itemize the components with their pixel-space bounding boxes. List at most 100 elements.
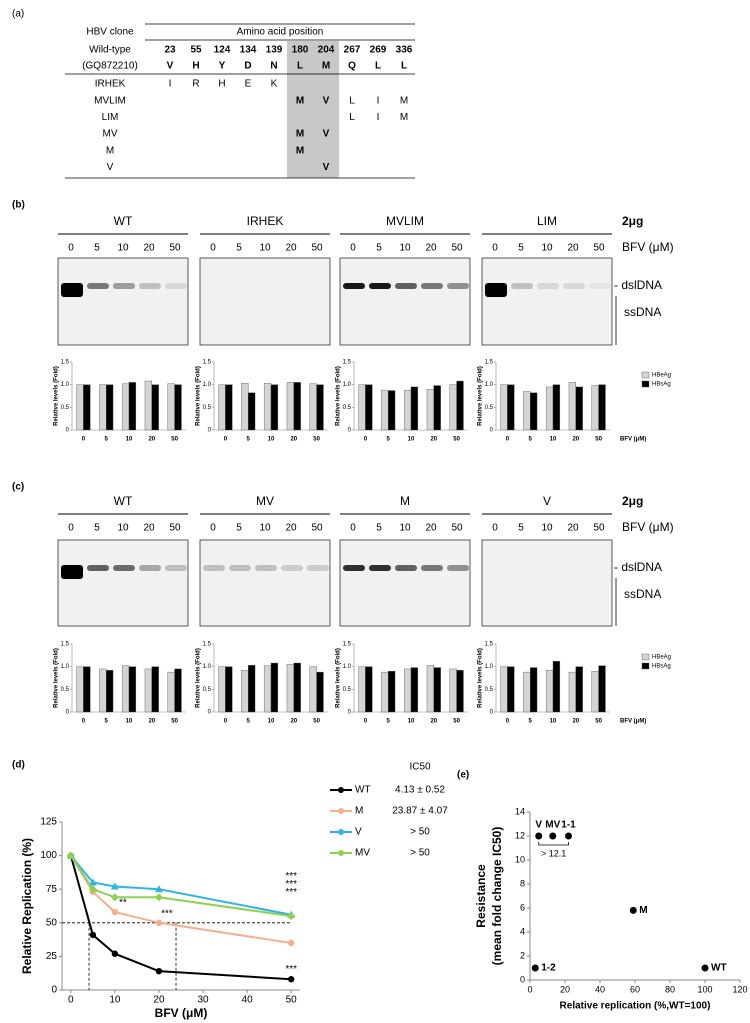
marker bbox=[89, 931, 97, 939]
annotation: > 12.1 bbox=[541, 848, 566, 858]
bar bbox=[76, 666, 84, 713]
bar bbox=[507, 384, 515, 431]
band bbox=[307, 565, 329, 571]
x-tick-label: 5 bbox=[529, 719, 533, 725]
marker bbox=[287, 912, 296, 921]
bar bbox=[174, 668, 182, 713]
y-axis-label: Relative levels (Fold) bbox=[336, 648, 342, 708]
band bbox=[421, 283, 443, 289]
panel-label: (e) bbox=[457, 770, 469, 781]
lane-label: 50 bbox=[593, 243, 605, 254]
position: 124 bbox=[214, 45, 231, 56]
legend-marker bbox=[338, 850, 344, 856]
marker bbox=[155, 967, 163, 975]
cell: E bbox=[245, 79, 252, 90]
bar bbox=[449, 384, 457, 431]
band bbox=[563, 283, 585, 289]
residue: L bbox=[297, 61, 303, 72]
bar bbox=[167, 671, 175, 713]
position: 269 bbox=[370, 45, 387, 56]
y-tick-label: 0 bbox=[51, 985, 57, 996]
band bbox=[203, 565, 225, 571]
row-label: LIM bbox=[102, 112, 119, 123]
blot bbox=[199, 539, 331, 627]
table-header: Amino acid position bbox=[237, 27, 324, 38]
position: 267 bbox=[344, 45, 361, 56]
bar bbox=[530, 392, 538, 431]
bar bbox=[523, 391, 531, 431]
significance: *** bbox=[161, 908, 173, 919]
cell: M bbox=[296, 129, 304, 140]
band bbox=[485, 283, 507, 297]
bar bbox=[151, 666, 159, 713]
lane-label: 5 bbox=[94, 523, 100, 534]
bar bbox=[128, 382, 137, 431]
series-line bbox=[70, 854, 292, 916]
panel-label: (b) bbox=[12, 200, 25, 211]
x-tick-label: 20 bbox=[430, 719, 437, 725]
y-tick-label: 0 bbox=[66, 710, 70, 716]
lane-label: 0 bbox=[492, 523, 498, 534]
clone-label: MV bbox=[256, 494, 274, 508]
y-tick-label: 6 bbox=[520, 902, 525, 912]
bar bbox=[293, 662, 301, 713]
x-tick-label: 0 bbox=[364, 437, 368, 443]
row-label: V bbox=[107, 162, 114, 173]
band bbox=[61, 565, 83, 579]
bar bbox=[121, 383, 130, 431]
clone-label: MVLIM bbox=[386, 214, 424, 228]
cell: V bbox=[323, 162, 330, 173]
bar bbox=[449, 668, 457, 713]
bar bbox=[410, 386, 419, 431]
cell: I bbox=[377, 95, 380, 106]
x-tick-label: 50 bbox=[453, 719, 460, 725]
bar bbox=[403, 389, 412, 431]
y-tick-label: 1.5 bbox=[485, 360, 494, 366]
bar bbox=[545, 386, 554, 431]
y-tick-label: 1.5 bbox=[343, 642, 352, 648]
bar bbox=[358, 666, 366, 713]
y-tick-label: 50 bbox=[46, 917, 58, 928]
position: 134 bbox=[240, 45, 257, 56]
band bbox=[229, 565, 251, 571]
dose-label: 2μg bbox=[622, 214, 643, 228]
y-axis-label: Relative levels (Fold) bbox=[478, 648, 484, 708]
lane-label: 5 bbox=[94, 243, 100, 254]
bar bbox=[433, 385, 441, 431]
y-tick-label: 1.5 bbox=[343, 360, 352, 366]
lane-label: 10 bbox=[399, 523, 411, 534]
row-label: MV bbox=[103, 129, 118, 140]
lane-label: 0 bbox=[210, 523, 216, 534]
bar bbox=[388, 390, 396, 431]
y-tick-label: 25 bbox=[46, 951, 58, 962]
bar bbox=[410, 667, 419, 713]
y-tick-label: 0 bbox=[348, 428, 352, 434]
y-tick-label: 1.0 bbox=[485, 382, 494, 388]
bar bbox=[309, 383, 317, 431]
blot bbox=[57, 257, 189, 346]
significance: *** bbox=[285, 964, 297, 975]
cell: R bbox=[192, 79, 199, 90]
point bbox=[535, 832, 543, 840]
lane-label: 20 bbox=[285, 523, 297, 534]
point-label: MV bbox=[545, 820, 560, 831]
band bbox=[343, 565, 365, 571]
x-tick-label: 20 bbox=[148, 719, 155, 725]
x-tick-label: 20 bbox=[290, 437, 297, 443]
band bbox=[395, 565, 417, 571]
clone-label: M bbox=[400, 494, 410, 508]
y-tick-label: 0.5 bbox=[343, 687, 352, 693]
y-tick-label: 0.5 bbox=[203, 405, 212, 411]
residue: H bbox=[192, 61, 199, 72]
lane-label: 10 bbox=[399, 243, 411, 254]
position: 180 bbox=[292, 45, 309, 56]
x-tick-label: 0 bbox=[82, 437, 86, 443]
x-tick-label: 5 bbox=[387, 437, 391, 443]
lane-label: 50 bbox=[451, 243, 463, 254]
y-tick-label: 0 bbox=[208, 428, 212, 434]
x-tick-label: 20 bbox=[560, 984, 570, 994]
legend-swatch bbox=[641, 380, 650, 388]
x-tick-label: 10 bbox=[408, 719, 415, 725]
band-label: - dslDNA bbox=[614, 278, 662, 292]
x-tick-label: 5 bbox=[529, 437, 533, 443]
